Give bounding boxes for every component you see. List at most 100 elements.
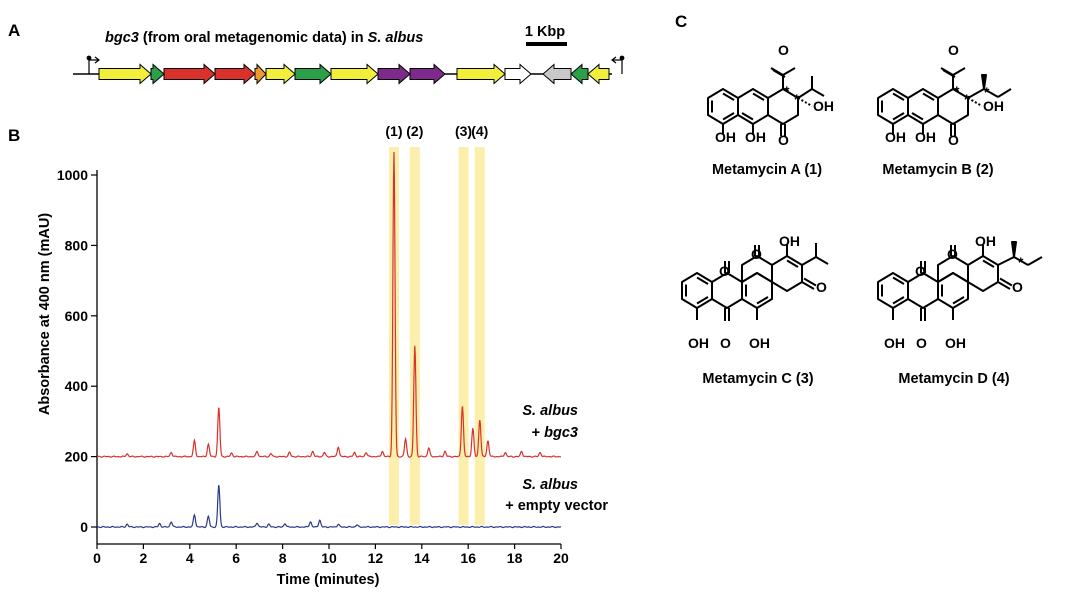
- carbonyl-label: O: [778, 132, 789, 148]
- carbonyl-label: O: [915, 263, 926, 279]
- hydroxyl-label: OH: [945, 335, 966, 351]
- stereocenter-star: *: [794, 91, 800, 107]
- structure-metamycin-b: [877, 67, 1012, 136]
- stereocenter-star: *: [964, 91, 970, 107]
- x-tick-label: 20: [553, 550, 569, 566]
- x-tick-label: 2: [140, 550, 148, 566]
- compound-name-b: Metamycin B (2): [882, 162, 993, 178]
- peak-highlight-band: [388, 147, 399, 525]
- gene-arrow-icon: [456, 63, 506, 85]
- promoter-dot: [619, 55, 625, 61]
- structure-metamycin-d-labels: O O OH O O OH OH * Metamycin D (4): [884, 233, 1024, 387]
- hydroxyl-label: OH: [983, 98, 1004, 114]
- stereocenter-star: *: [1018, 254, 1024, 270]
- peak-label: (4): [471, 123, 488, 139]
- gene-arrow-icon: [330, 63, 379, 85]
- chromatogram-trace: [97, 151, 562, 458]
- y-tick-label: 600: [65, 308, 89, 324]
- carbonyl-label: O: [816, 279, 827, 295]
- x-tick-label: 0: [93, 550, 101, 566]
- carbonyl-label: O: [778, 42, 789, 58]
- compound-name-c: Metamycin C (3): [702, 371, 813, 387]
- peak-highlight-band: [458, 147, 469, 525]
- peak-highlight-band: [474, 147, 485, 525]
- stereocenter-star: *: [784, 83, 790, 99]
- x-axis-label: Time (minutes): [277, 572, 380, 588]
- gene-arrow-icon: [265, 63, 296, 85]
- gene-arrow-icon: [294, 63, 332, 85]
- carbonyl-label: O: [720, 335, 731, 351]
- structure-metamycin-b-labels: OH OH O O OH * * * Metamycin B (2): [882, 42, 1004, 178]
- x-tick-label: 10: [321, 550, 337, 566]
- promoter-dot: [86, 55, 92, 61]
- peak-highlights: (1) (2) (3) (4): [385, 123, 488, 525]
- carbonyl-label: O: [719, 263, 730, 279]
- y-tick-label: 200: [65, 449, 89, 465]
- compound-name-a: Metamycin A (1): [712, 162, 822, 178]
- gene-arrows: [98, 63, 610, 85]
- gene-arrow-icon: [163, 63, 216, 85]
- carbonyl-label: O: [916, 335, 927, 351]
- stereocenter-star: *: [954, 83, 960, 99]
- series-label-empty-host: S. albus: [522, 477, 578, 493]
- panel-label-b: B: [8, 126, 20, 145]
- series-label-empty-vector: + empty vector: [505, 498, 608, 514]
- x-tick-label: 4: [186, 550, 194, 566]
- carbonyl-label: O: [1012, 279, 1023, 295]
- carbonyl-label: O: [947, 246, 958, 262]
- gene-arrow-icon: [587, 63, 610, 85]
- x-tick-label: 8: [279, 550, 287, 566]
- gene-arrow-icon: [150, 63, 165, 85]
- hydroxyl-label: OH: [779, 233, 800, 249]
- carbonyl-label: O: [948, 42, 959, 58]
- y-tick-label: 800: [65, 237, 89, 253]
- chromatogram-traces: [96, 151, 562, 529]
- hydroxyl-label: OH: [749, 335, 770, 351]
- peak-label: (1): [385, 123, 402, 139]
- gene-arrow-icon: [504, 63, 532, 85]
- chromatogram-panel: (1) (2) (3) (4) 0 200 400 600 800 1000 0 2 4 6 8 10 12 1…: [37, 123, 608, 588]
- gene-arrow-icon: [542, 63, 572, 85]
- chart-axes: 0 200 400 600 800 1000 0 2 4 6 8 10 12 14 16 18 20: [57, 167, 569, 566]
- carbonyl-label: O: [948, 132, 959, 148]
- compound-name-d: Metamycin D (4): [898, 371, 1009, 387]
- gene-arrow-icon: [377, 63, 411, 85]
- y-axis-label: Absorbance at 400 nm (mAU): [37, 213, 53, 415]
- peak-label: (2): [406, 123, 423, 139]
- x-tick-label: 16: [460, 550, 476, 566]
- hydroxyl-label: OH: [885, 129, 906, 145]
- scale-bar-label: 1 Kbp: [525, 24, 565, 40]
- scale-bar-icon: [526, 42, 567, 46]
- structure-metamycin-d: [877, 241, 1043, 321]
- series-label-bgc3: + bgc3: [532, 425, 578, 441]
- gene-arrow-icon: [254, 63, 267, 85]
- hydroxyl-label: OH: [688, 335, 709, 351]
- hydroxyl-label: OH: [884, 335, 905, 351]
- x-tick-label: 6: [232, 550, 240, 566]
- panel-label-c: C: [675, 12, 687, 31]
- cluster-name: bgc3: [105, 30, 139, 46]
- stereocenter-star: *: [984, 84, 990, 100]
- structure-metamycin-a: [707, 67, 825, 136]
- y-tick-label: 400: [65, 378, 89, 394]
- peak-label: (3): [455, 123, 472, 139]
- panel-label-a: A: [8, 21, 20, 40]
- structure-metamycin-a-labels: OH OH O O OH * * Metamycin A (1): [712, 42, 834, 178]
- hydroxyl-label: OH: [915, 129, 936, 145]
- hydroxyl-label: OH: [715, 129, 736, 145]
- x-tick-label: 18: [507, 550, 523, 566]
- cluster-source: (from oral metagenomic data) in: [139, 30, 368, 46]
- x-tick-label: 12: [368, 550, 384, 566]
- peak-highlight-band: [409, 147, 420, 525]
- structure-metamycin-c-labels: O O OH O O OH OH Metamycin C (3): [688, 233, 827, 387]
- chromatogram-trace: [96, 484, 562, 529]
- gene-cluster-panel: bgc3 (from oral metagenomic data) in S. …: [73, 24, 625, 85]
- carbonyl-label: O: [751, 246, 762, 262]
- gene-arrow-icon: [214, 63, 256, 85]
- y-tick-label: 0: [80, 519, 88, 535]
- gene-arrow-icon: [409, 63, 446, 85]
- y-tick-label: 1000: [57, 167, 88, 183]
- hydroxyl-label: OH: [745, 129, 766, 145]
- cluster-host: S. albus: [368, 30, 424, 46]
